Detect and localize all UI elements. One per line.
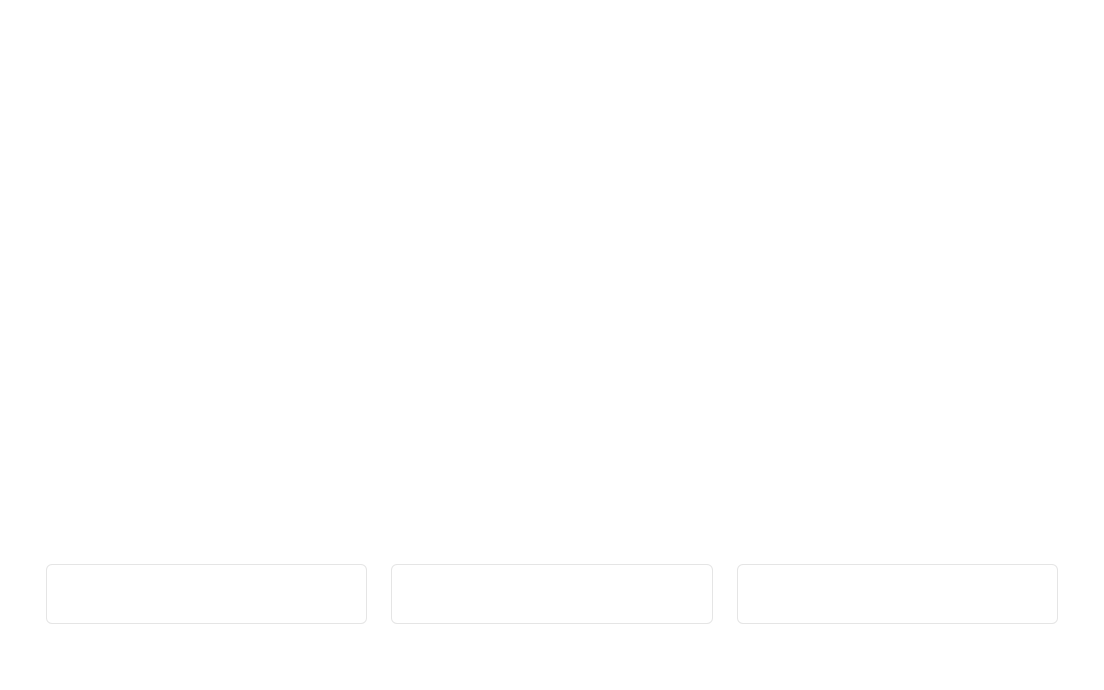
legend-card-min xyxy=(46,564,367,624)
legend-card-avg xyxy=(391,564,712,624)
dot-icon xyxy=(198,583,207,592)
legend-card-max xyxy=(737,564,1058,624)
legend-title-max xyxy=(889,583,906,592)
legend-row xyxy=(0,564,1104,624)
gauge-svg xyxy=(402,0,702,150)
dot-icon xyxy=(543,583,552,592)
legend-title-avg xyxy=(543,583,560,592)
dot-icon xyxy=(889,583,898,592)
cost-gauge-chart xyxy=(0,0,1104,560)
legend-title-min xyxy=(198,583,215,592)
